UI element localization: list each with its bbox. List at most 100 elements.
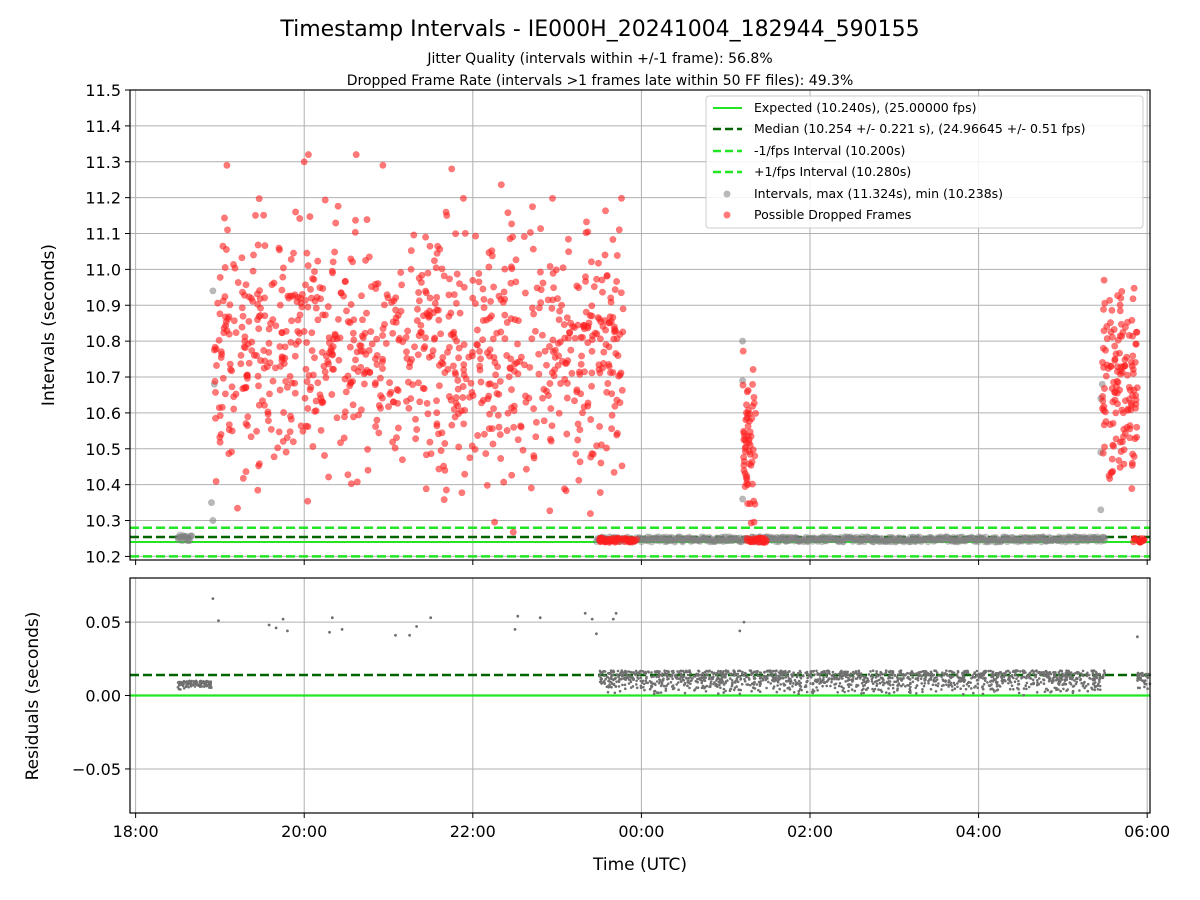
dropped-frame-point [452, 394, 460, 402]
residual-point [1022, 687, 1026, 690]
interval-point [862, 536, 870, 544]
dropped-frame-point [310, 354, 318, 362]
residual-point [753, 677, 757, 680]
interval-point [844, 534, 852, 542]
residual-point [902, 674, 905, 677]
residual-point [815, 669, 818, 673]
interval-point [1101, 534, 1109, 542]
dropped-frame-point [587, 258, 595, 266]
dropped-frame-point [238, 323, 246, 331]
residual-point [970, 687, 973, 690]
dropped-frame-point [287, 292, 295, 300]
interval-point [930, 537, 938, 545]
interval-point [931, 535, 939, 543]
interval-point [810, 536, 818, 544]
residual-point [635, 683, 638, 686]
interval-point [903, 536, 911, 544]
dropped-frame-point [211, 377, 219, 385]
residual-point [831, 670, 835, 674]
dropped-frame-point [505, 373, 513, 381]
dropped-frame-point [612, 349, 620, 357]
dropped-frame-point [373, 351, 381, 359]
residual-point [1019, 670, 1022, 673]
y-tick-label-top: 10.2 [85, 547, 121, 566]
dropped-frame-point [611, 325, 619, 333]
interval-point [177, 533, 185, 541]
interval-point [911, 538, 919, 546]
residual-point [631, 678, 635, 681]
dropped-frame-point [320, 451, 328, 459]
dropped-frame-point [441, 369, 449, 377]
residual-point [981, 692, 985, 696]
dropped-frame-point [1108, 306, 1116, 314]
dropped-frame-point [416, 398, 424, 406]
residual-point [797, 679, 801, 683]
dropped-frame-point [245, 359, 253, 367]
interval-point [688, 535, 696, 543]
dropped-frame-point [520, 361, 528, 369]
dropped-frame-point [563, 379, 571, 387]
interval-point [1010, 535, 1018, 543]
interval-point [893, 537, 901, 545]
dropped-frame-point [488, 425, 496, 433]
dropped-frame-point [267, 425, 275, 433]
residual-point [859, 677, 862, 680]
interval-point [906, 538, 914, 546]
dropped-frame-point [392, 434, 400, 442]
interval-point [816, 534, 824, 542]
residual-point [1144, 672, 1148, 676]
dropped-frame-point [743, 472, 751, 480]
residual-point [825, 672, 828, 676]
interval-point [1019, 535, 1027, 543]
dropped-frame-point [1128, 485, 1136, 493]
interval-point [693, 536, 701, 544]
dropped-frame-point [519, 446, 527, 454]
residual-point [179, 688, 182, 691]
residual-point [687, 677, 690, 680]
residual-point [893, 673, 897, 677]
interval-point [178, 533, 186, 541]
residual-point [901, 683, 905, 686]
dropped-frame-point [216, 273, 224, 281]
residual-point [953, 687, 957, 690]
dropped-frame-point [310, 275, 318, 283]
dropped-frame-point [302, 365, 310, 373]
residual-point [802, 674, 805, 678]
interval-point [1058, 537, 1066, 545]
residual-point [924, 678, 927, 682]
y-tick-label-top: 11.5 [85, 81, 121, 100]
dropped-frame-point [253, 427, 261, 435]
interval-point [176, 531, 184, 539]
interval-point [1036, 533, 1044, 541]
interval-point [1078, 534, 1086, 542]
interval-point [870, 533, 878, 541]
interval-point [790, 537, 798, 545]
residual-point [811, 688, 815, 692]
residual-point [209, 685, 212, 689]
dropped-frame-point [540, 385, 548, 393]
residual-point [773, 676, 776, 679]
dropped-frame-point [746, 441, 754, 449]
residual-point [1058, 673, 1061, 676]
residual-point [196, 683, 199, 687]
residual-point [825, 680, 829, 683]
dropped-frame-point [314, 257, 322, 265]
dropped-frame-point [394, 311, 402, 319]
interval-point [804, 538, 812, 546]
residual-point [846, 683, 850, 686]
dropped-frame-point [497, 454, 505, 462]
dropped-frame-point [280, 408, 288, 416]
interval-point [891, 538, 899, 546]
x-tick-label: 00:00 [618, 822, 664, 841]
residual-point [1087, 673, 1091, 677]
interval-point [770, 535, 778, 543]
dropped-frame-point [492, 371, 500, 379]
residual-point [658, 670, 661, 673]
residual-point [792, 682, 795, 685]
dropped-frame-point [503, 426, 511, 434]
interval-point [955, 534, 963, 542]
dropped-frame-point [254, 372, 262, 380]
dropped-frame-point [613, 252, 621, 260]
dropped-frame-point [548, 304, 556, 312]
dropped-frame-point [291, 352, 299, 360]
